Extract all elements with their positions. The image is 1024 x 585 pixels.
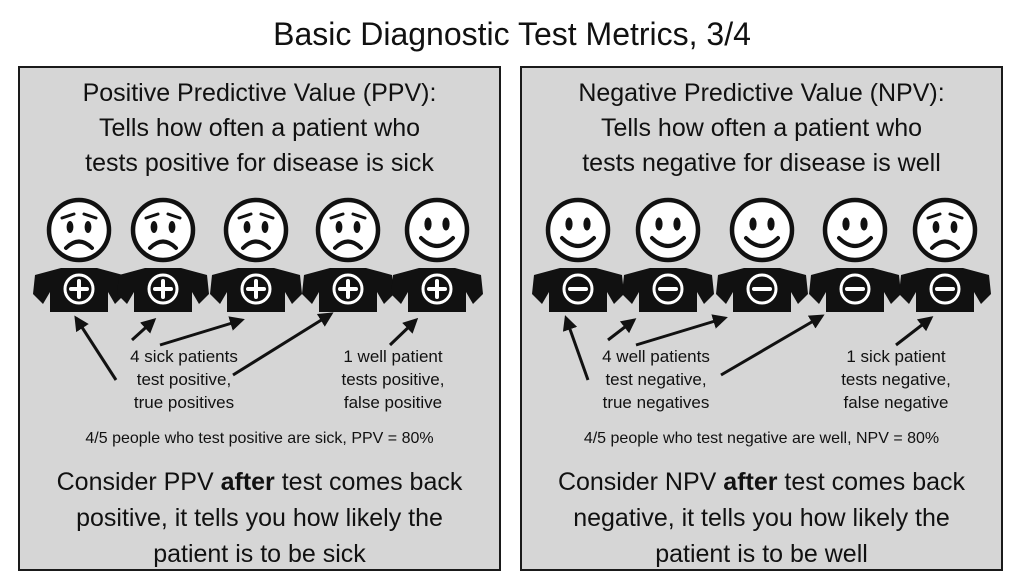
- npv-patient-head: [729, 197, 795, 263]
- ppv-patient-2: [117, 197, 209, 312]
- ppv-heading-line-2: Tells how often a patient who: [98, 114, 421, 142]
- happy-face-icon: [419, 217, 455, 248]
- ppv-arrow-1: [74, 315, 118, 381]
- plus-badge-icon: [421, 273, 453, 305]
- ppv-group-label-line-2: test positive,: [136, 370, 232, 389]
- ppv-patient-3: [210, 197, 302, 312]
- npv-single-label-line-3: false negative: [843, 393, 949, 412]
- npv-patient-3: [716, 197, 808, 312]
- npv-consider-line-2: negative, it tells you how likely the: [573, 504, 950, 532]
- npv-single-label-line-2: tests negative,: [841, 370, 951, 389]
- ppv-arrow-2: [130, 317, 157, 342]
- ppv-patient-4: [302, 197, 394, 312]
- minus-badge-icon: [562, 273, 594, 305]
- npv-group-label-line-1: 4 well patients: [602, 347, 710, 366]
- ppv-single-label-line-2: tests positive,: [341, 370, 445, 389]
- happy-face-icon: [837, 217, 873, 248]
- happy-face-icon: [744, 217, 780, 248]
- npv-arrow-5: [895, 316, 934, 347]
- ppv-consider-bold: after: [220, 468, 275, 496]
- npv-heading-line-2: Tells how often a patient who: [600, 114, 923, 142]
- minus-badge-icon: [839, 273, 871, 305]
- npv-single-label-line-1: 1 sick patient: [846, 347, 946, 366]
- happy-face-icon: [560, 217, 596, 248]
- minus-badge-icon: [929, 273, 961, 305]
- ppv-false-positive-label: 1 well patient tests positive, false pos…: [318, 345, 468, 414]
- npv-patient-5: [899, 197, 991, 312]
- ppv-single-label-line-3: false positive: [343, 393, 443, 412]
- npv-summary: 4/5 people who test negative are well, N…: [583, 430, 940, 447]
- ppv-summary: 4/5 people who test positive are sick, P…: [85, 430, 434, 447]
- ppv-patient-head: [404, 197, 470, 263]
- ppv-patient-head: [130, 197, 196, 263]
- ppv-heading-line-3: tests positive for disease is sick: [85, 149, 434, 177]
- ppv-arrow-4: [232, 312, 334, 377]
- npv-arrow-1: [562, 315, 590, 381]
- ppv-patient-figures: [33, 197, 483, 381]
- npv-group-label-line-2: test negative,: [605, 370, 707, 389]
- ppv-patient-head: [46, 197, 112, 263]
- plus-badge-icon: [147, 273, 179, 305]
- npv-false-negative-label: 1 sick patient tests negative, false neg…: [821, 345, 971, 414]
- minus-badge-icon: [746, 273, 778, 305]
- npv-patient-figures: [532, 197, 991, 381]
- ppv-group-label-line-3: true positives: [133, 393, 235, 412]
- npv-consider-text-1: Consider NPV: [557, 468, 724, 496]
- ppv-consider-line-2: positive, it tells you how likely the: [76, 504, 443, 532]
- plus-badge-icon: [332, 273, 364, 305]
- ppv-patient-head: [223, 197, 289, 263]
- ppv-patient-5: [391, 197, 483, 312]
- npv-heading-line-3: tests negative for disease is well: [582, 149, 941, 177]
- npv-patient-head: [635, 197, 701, 263]
- npv-consider-text-2: test comes back: [777, 468, 966, 496]
- plus-badge-icon: [63, 273, 95, 305]
- ppv-true-positive-label: 4 sick patients test positive, true posi…: [94, 345, 274, 414]
- ppv-single-label-line-1: 1 well patient: [343, 347, 443, 366]
- npv-patient-head: [912, 197, 978, 263]
- ppv-consider-text-1: Consider PPV: [56, 468, 221, 496]
- npv-heading: Negative Predictive Value (NPV): Tells h…: [522, 76, 1001, 181]
- npv-heading-line-1: Negative Predictive Value (NPV):: [578, 79, 945, 107]
- npv-consider-bold: after: [723, 468, 778, 496]
- plus-badge-icon: [240, 273, 272, 305]
- minus-badge-icon: [652, 273, 684, 305]
- npv-consider-note: Consider NPV after test comes back negat…: [522, 464, 1001, 572]
- npv-patient-head: [822, 197, 888, 263]
- npv-panel: Negative Predictive Value (NPV): Tells h…: [520, 66, 1003, 571]
- sad-face-icon: [329, 212, 367, 250]
- sad-face-icon: [144, 212, 182, 250]
- ppv-patient-head: [315, 197, 381, 263]
- npv-arrow-4: [720, 314, 825, 377]
- ppv-consider-line-3: patient is to be sick: [153, 540, 366, 568]
- happy-face-icon: [650, 217, 686, 248]
- npv-patient-4: [809, 197, 901, 312]
- ppv-panel: Positive Predictive Value (PPV): Tells h…: [18, 66, 501, 571]
- npv-patient-head: [545, 197, 611, 263]
- npv-patient-2: [622, 197, 714, 312]
- npv-arrow-3: [635, 314, 728, 347]
- ppv-arrow-5: [388, 317, 419, 347]
- sad-face-icon: [60, 212, 98, 250]
- npv-consider-line-3: patient is to be well: [655, 540, 868, 568]
- ppv-consider-text-2: test comes back: [274, 468, 463, 496]
- sad-face-icon: [926, 212, 964, 250]
- page-title: Basic Diagnostic Test Metrics, 3/4: [273, 16, 751, 52]
- ppv-consider-note: Consider PPV after test comes back posit…: [20, 464, 499, 572]
- ppv-heading-line-1: Positive Predictive Value (PPV):: [82, 79, 437, 107]
- npv-patient-1: [532, 197, 624, 312]
- ppv-group-label-line-1: 4 sick patients: [130, 347, 238, 366]
- ppv-heading: Positive Predictive Value (PPV): Tells h…: [20, 76, 499, 181]
- npv-group-label-line-3: true negatives: [602, 393, 710, 412]
- ppv-patient-1: [33, 197, 125, 312]
- sad-face-icon: [237, 212, 275, 250]
- ppv-arrow-3: [159, 316, 245, 347]
- npv-arrow-2: [607, 318, 637, 342]
- npv-true-negative-label: 4 well patients test negative, true nega…: [566, 345, 746, 414]
